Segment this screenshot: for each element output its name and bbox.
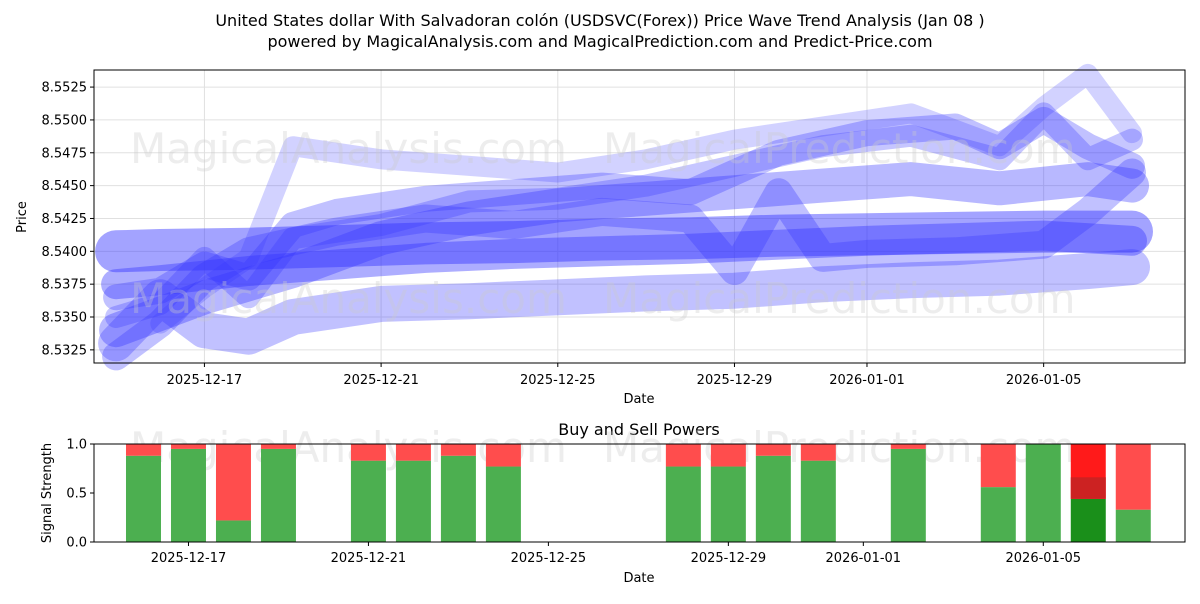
price-y-tick-label: 8.5375 <box>42 278 88 293</box>
signal-chart-title: Buy and Sell Powers <box>558 420 720 439</box>
price-wave-1 <box>95 210 1153 273</box>
sell-bar <box>485 444 521 467</box>
signal-x-tick-label: 2025-12-17 <box>151 551 227 566</box>
price-wave-5 <box>105 102 1143 328</box>
buy-bar <box>260 448 296 542</box>
price-waves <box>95 63 1153 371</box>
price-x-tick-label: 2025-12-25 <box>520 373 596 388</box>
buy-bar <box>395 460 431 542</box>
buy-bar <box>215 520 251 542</box>
sell-bar <box>1115 444 1151 510</box>
signal-x-axis: 2025-12-17 2025-12-21 2025-12-25 2025-12-29… <box>151 542 1081 566</box>
signal-x-label: Date <box>623 571 654 586</box>
watermark-prediction-top: MagicalPrediction.com <box>603 124 1076 173</box>
price-y-tick-label: 8.5500 <box>42 113 88 128</box>
price-y-tick-label: 8.5350 <box>42 311 88 326</box>
sell-bar <box>665 444 701 467</box>
price-plot-area <box>94 70 1185 363</box>
price-plot-frame <box>93 69 1186 364</box>
signal-y-tick-label: 0.0 <box>66 536 87 551</box>
price-x-tick-label: 2026-01-05 <box>1006 373 1082 388</box>
price-wave-7 <box>150 63 1142 334</box>
sell-bar <box>350 444 386 461</box>
sell-bar <box>890 444 926 449</box>
chart-title-line1: United States dollar With Salvadoran col… <box>215 11 984 30</box>
buy-bar <box>1025 444 1061 542</box>
sell-bar <box>125 444 161 456</box>
price-wave-8 <box>98 249 1150 362</box>
signal-x-tick-label: 2026-01-05 <box>1006 551 1082 566</box>
signal-chart: Buy and Sell Powers MagicalAnalysis.com … <box>40 420 1186 586</box>
buy-bar <box>350 460 386 542</box>
price-y-tick-label: 8.5525 <box>42 81 88 96</box>
buy-bar <box>1070 498 1106 542</box>
buy-bar <box>980 487 1016 542</box>
price-x-tick-label: 2025-12-17 <box>167 373 243 388</box>
chart-title-line2: powered by MagicalAnalysis.com and Magic… <box>267 32 932 51</box>
signal-x-tick-label: 2025-12-29 <box>691 551 767 566</box>
sell-bar-overlap <box>1070 477 1106 499</box>
buy-bar <box>710 466 746 542</box>
price-x-axis: 2025-12-17 2025-12-21 2025-12-25 2025-12-29… <box>167 363 1082 388</box>
watermark-analysis-top: MagicalAnalysis.com <box>130 124 567 173</box>
signal-x-tick-label: 2025-12-25 <box>511 551 587 566</box>
price-y-tick-label: 8.5400 <box>42 245 88 260</box>
price-x-tick-label: 2025-12-21 <box>343 373 419 388</box>
signal-x-tick-label: 2025-12-21 <box>331 551 407 566</box>
signal-y-tick-label: 0.5 <box>66 487 87 502</box>
price-y-axis: 8.5325 8.5350 8.5375 8.5400 8.5425 8.5450 8.54… <box>42 81 94 358</box>
price-x-tick-label: 2025-12-29 <box>697 373 773 388</box>
sell-bar <box>170 444 206 449</box>
price-y-label: Price <box>15 201 30 233</box>
buy-bar <box>755 455 791 542</box>
price-chart: MagicalAnalysis.com MagicalPrediction.co… <box>15 63 1186 407</box>
price-wave-2 <box>101 220 1147 300</box>
watermark-prediction-mid: MagicalPrediction.com <box>603 274 1076 323</box>
sell-bar <box>260 444 296 449</box>
sell-bar <box>980 444 1016 488</box>
buy-bar <box>485 466 521 542</box>
buy-bar <box>665 466 701 542</box>
buy-bar <box>125 455 161 542</box>
sell-bar <box>440 444 476 456</box>
sell-bar <box>800 444 836 461</box>
price-wave-4 <box>103 106 1145 311</box>
price-wave-6 <box>102 158 1146 371</box>
sell-bar <box>215 444 251 521</box>
signal-y-tick-label: 1.0 <box>66 438 87 453</box>
signal-y-label: Signal Strength <box>40 443 55 543</box>
sell-bar <box>395 444 431 461</box>
buy-bar <box>1115 509 1151 542</box>
price-y-tick-label: 8.5475 <box>42 146 88 161</box>
sell-bar <box>710 444 746 467</box>
buy-bar <box>890 448 926 542</box>
price-grid <box>94 70 1185 363</box>
watermark-analysis-mid: MagicalAnalysis.com <box>130 274 567 323</box>
buy-bar <box>440 455 476 542</box>
signal-bars <box>125 444 1151 542</box>
sell-bar <box>755 444 791 456</box>
price-x-tick-label: 2026-01-01 <box>829 373 905 388</box>
price-y-tick-label: 8.5425 <box>42 212 88 227</box>
price-x-label: Date <box>623 392 654 407</box>
signal-y-axis: 0.0 0.5 1.0 <box>66 438 94 551</box>
buy-bar <box>800 460 836 542</box>
signal-x-tick-label: 2026-01-01 <box>826 551 902 566</box>
price-wave-3 <box>99 162 1149 348</box>
price-y-tick-label: 8.5450 <box>42 179 88 194</box>
buy-bar <box>170 448 206 542</box>
price-y-tick-label: 8.5325 <box>42 343 88 358</box>
